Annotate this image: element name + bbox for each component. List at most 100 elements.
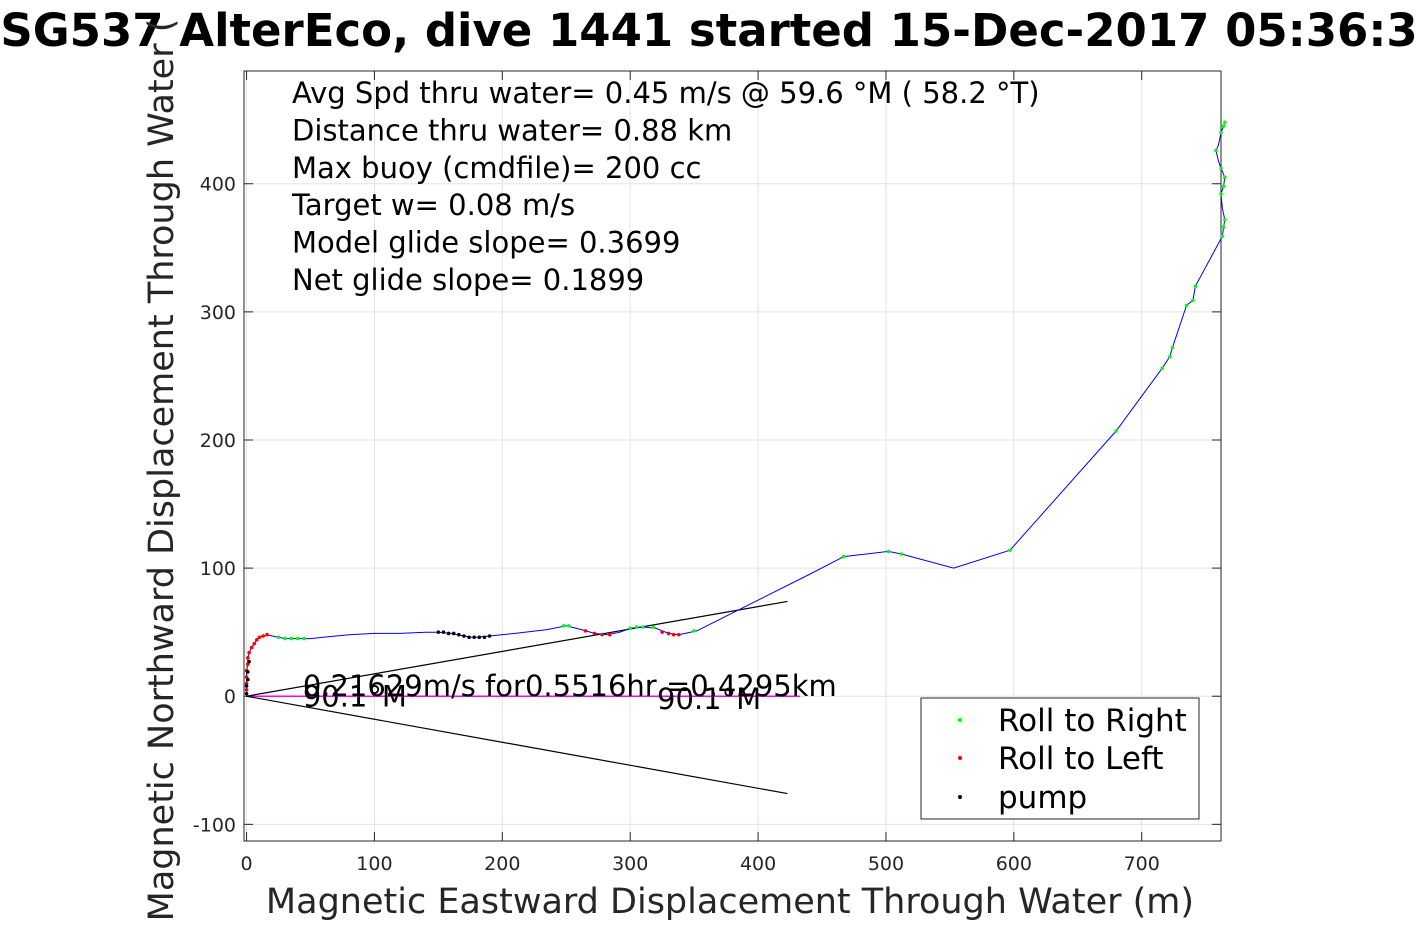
marker-roll-to-right-23 — [1220, 234, 1225, 239]
marker-roll-to-left-15 — [600, 632, 604, 637]
marker-roll-to-left-7 — [249, 645, 254, 650]
y-tick-label-1: 0 — [224, 686, 236, 708]
marker-roll-to-right-18 — [1168, 354, 1172, 359]
x-tick-label-2: 200 — [484, 853, 520, 875]
marker-pump-14 — [482, 635, 487, 640]
x-tick-label-4: 400 — [740, 853, 776, 875]
marker-roll-to-right-13 — [886, 549, 891, 554]
marker-roll-to-right-24 — [1221, 225, 1226, 230]
marker-pump-1 — [244, 684, 249, 688]
marker-roll-to-left-12 — [265, 632, 269, 637]
info-line-3: Target w= 0.08 m/s — [291, 188, 575, 222]
marker-pump-13 — [477, 635, 482, 640]
marker-roll-to-right-9 — [641, 625, 645, 629]
marker-roll-to-right-16 — [1114, 429, 1118, 433]
legend-roll-right-label: Roll to Right — [998, 703, 1187, 739]
marker-pump-12 — [472, 635, 476, 640]
marker-roll-to-right-5 — [561, 623, 566, 628]
marker-roll-to-left-5 — [246, 655, 250, 660]
x-tick-label-5: 500 — [868, 853, 904, 875]
marker-roll-to-right-20 — [1184, 303, 1189, 308]
marker-roll-to-left-8 — [252, 641, 257, 646]
marker-pump-3 — [246, 670, 250, 674]
marker-roll-to-right-2 — [289, 636, 294, 641]
marker-roll-to-right-22 — [1193, 284, 1198, 289]
marker-roll-to-right-29 — [1219, 166, 1223, 171]
x-tick-label-6: 600 — [996, 853, 1032, 875]
data-markers — [244, 120, 1227, 696]
marker-roll-to-right-1 — [283, 636, 287, 641]
marker-roll-to-right-11 — [692, 629, 696, 633]
marker-pump-2 — [246, 677, 250, 682]
marker-pump-8 — [451, 631, 456, 636]
y-tick-label-0: -100 — [193, 814, 236, 836]
x-axis-label: Magnetic Eastward Displacement Through W… — [266, 882, 1194, 922]
x-tick-label-0: 0 — [241, 853, 253, 875]
marker-pump-6 — [441, 630, 446, 634]
marker-roll-to-right-14 — [899, 552, 904, 556]
x-tick-label-3: 300 — [612, 853, 648, 875]
marker-roll-to-right-32 — [1221, 124, 1226, 128]
marker-roll-to-right-25 — [1223, 217, 1227, 222]
marker-pump-15 — [487, 634, 492, 638]
marker-roll-to-right-4 — [302, 636, 306, 641]
marker-roll-to-left-13 — [583, 629, 588, 633]
grid-lines — [244, 71, 1221, 841]
marker-roll-to-left-17 — [660, 630, 664, 634]
heading-line-0 — [246, 600, 788, 697]
legend-marker-pump — [958, 795, 962, 799]
marker-pump-11 — [467, 635, 471, 640]
marker-pump-0 — [244, 691, 249, 696]
annotation-2: 90.1°M — [657, 682, 761, 716]
legend-marker-roll-right — [958, 718, 962, 722]
marker-pump-5 — [436, 630, 441, 634]
marker-roll-to-right-27 — [1221, 184, 1226, 189]
marker-roll-to-right-8 — [634, 625, 639, 629]
marker-roll-to-right-17 — [1160, 366, 1164, 371]
legend: Roll to Right Roll to Left pump — [920, 697, 1200, 820]
marker-roll-to-right-10 — [651, 625, 656, 629]
marker-roll-to-right-0 — [276, 635, 281, 640]
y-axis-label: Magnetic Northward Displacement Through … — [142, 19, 182, 922]
marker-roll-to-right-21 — [1191, 298, 1195, 303]
legend-roll-left-label: Roll to Left — [998, 741, 1164, 777]
marker-roll-to-left-11 — [261, 634, 265, 638]
marker-roll-to-left-20 — [676, 632, 681, 637]
y-tick-label-2: 100 — [200, 558, 236, 580]
dive-info-block: Avg Spd thru water= 0.45 m/s @ 59.6 °M (… — [291, 76, 1040, 297]
marker-roll-to-right-19 — [1170, 345, 1175, 350]
marker-roll-to-right-7 — [628, 626, 632, 631]
y-tick-label-3: 200 — [200, 430, 236, 452]
marker-roll-to-right-15 — [1008, 548, 1012, 552]
marker-roll-to-right-12 — [841, 554, 846, 559]
marker-roll-to-right-33 — [1223, 120, 1227, 125]
marker-roll-to-left-10 — [257, 635, 262, 640]
x-tick-label-1: 100 — [356, 853, 392, 875]
reference-lines — [246, 600, 801, 795]
marker-roll-to-left-6 — [247, 650, 251, 655]
info-line-5: Net glide slope= 0.1899 — [292, 263, 644, 297]
marker-pump-9 — [457, 632, 461, 637]
marker-roll-to-right-28 — [1223, 175, 1227, 180]
marker-pump-7 — [446, 631, 451, 636]
heading-line-1 — [246, 695, 788, 795]
legend-box — [920, 697, 1200, 820]
marker-roll-to-left-1 — [244, 681, 249, 686]
info-line-1: Distance thru water= 0.88 km — [292, 113, 732, 147]
marker-roll-to-left-18 — [666, 631, 671, 636]
marker-roll-to-left-16 — [607, 632, 612, 637]
marker-pump-10 — [462, 634, 466, 638]
annotation-0: 0.21629m/s for0.5516hr =0.4295km — [303, 669, 837, 703]
legend-pump-label: pump — [998, 780, 1087, 816]
x-tick-label-7: 700 — [1124, 853, 1160, 875]
marker-roll-to-right-31 — [1219, 130, 1223, 135]
chart-title: SG537 AlterEco, dive 1441 started 15-Dec… — [0, 4, 1417, 57]
marker-roll-to-left-14 — [592, 631, 597, 636]
marker-roll-to-right-26 — [1219, 192, 1223, 196]
legend-marker-roll-left — [958, 756, 962, 760]
plot-area — [243, 70, 1222, 842]
marker-roll-to-right-6 — [567, 623, 571, 628]
